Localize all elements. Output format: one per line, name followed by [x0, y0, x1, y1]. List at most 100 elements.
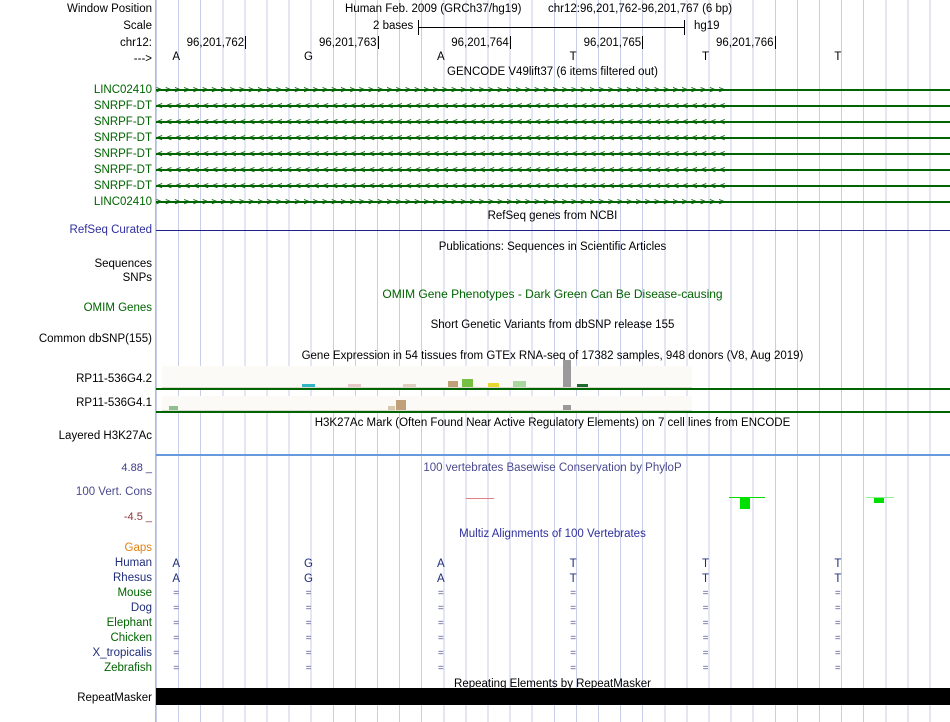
- scale-bar-left-tick: [418, 20, 419, 35]
- omim-track-title: OMIM Gene Phenotypes - Dark Green Can Be…: [382, 287, 723, 301]
- alignment-gap-mark: =: [173, 633, 180, 644]
- track-data-area: [156, 0, 950, 722]
- gene-row-label[interactable]: SNRPF-DT: [93, 100, 152, 112]
- ruler-tick-mark: [642, 36, 644, 49]
- species-label[interactable]: Mouse: [117, 587, 152, 599]
- omim-genes-label[interactable]: OMIM Genes: [83, 302, 152, 314]
- species-label[interactable]: Chicken: [110, 632, 152, 644]
- reverse-arrow-icon: <<<<<<<<<<<<<<<<<<<<<<<<<<<<<<<<<<<<<<<<…: [156, 115, 728, 128]
- alignment-gap-mark: =: [834, 588, 841, 599]
- species-alignment-row: = = = = = =: [156, 602, 950, 616]
- strand-direction-label: --->: [133, 53, 152, 65]
- gene-row-label[interactable]: SNRPF-DT: [93, 116, 152, 128]
- species-label[interactable]: X_tropicalis: [92, 647, 152, 659]
- ruler-tick-label: 96,201,763: [318, 37, 377, 49]
- gene-row[interactable]: <<<<<<<<<<<<<<<<<<<<<<<<<<<<<<<<<<<<<<<<…: [156, 130, 950, 146]
- gtex-track-title: Gene Expression in 54 tissues from GTEx …: [301, 350, 804, 362]
- alignment-base-letter: T: [701, 573, 710, 585]
- gtex-row2-rule: [156, 411, 950, 413]
- gene-row-label[interactable]: SNRPF-DT: [93, 148, 152, 160]
- alignment-gap-mark: =: [570, 618, 577, 629]
- alignment-gap-mark: =: [437, 633, 444, 644]
- alignment-gap-mark: =: [834, 663, 841, 674]
- alignment-base-letter: T: [834, 573, 842, 585]
- h3k27ac-rule: [156, 454, 950, 456]
- ruler-tick-mark: [509, 36, 511, 49]
- ruler-tick-mark: [245, 36, 247, 49]
- assembly-title: Human Feb. 2009 (GRCh37/hg19): [345, 3, 522, 15]
- gene-row[interactable]: <<<<<<<<<<<<<<<<<<<<<<<<<<<<<<<<<<<<<<<<…: [156, 162, 950, 178]
- alignment-gap-mark: =: [305, 633, 312, 644]
- ruler-tick-label: 96,201,766: [715, 37, 774, 49]
- gene-row-label[interactable]: LINC02410: [93, 84, 152, 96]
- gaps-label[interactable]: Gaps: [124, 542, 153, 554]
- gene-row[interactable]: >>>>>>>>>>>>>>>>>>>>>>>>>>>>>>>>>>>>>>>>…: [156, 82, 950, 98]
- ruler-base-letter: G: [304, 51, 313, 63]
- species-label[interactable]: Elephant: [106, 617, 152, 629]
- species-label[interactable]: Human: [114, 557, 152, 569]
- alignment-base-letter: G: [304, 558, 313, 570]
- common-dbsnp-label[interactable]: Common dbSNP(155): [38, 333, 152, 345]
- gtex-expression-bar: [348, 384, 361, 387]
- dbsnp-track-title: Short Genetic Variants from dbSNP releas…: [430, 319, 675, 331]
- gtex-row1-label[interactable]: RP11-536G4.2: [76, 373, 152, 385]
- alignment-gap-mark: =: [834, 648, 841, 659]
- gene-intron-line: [156, 137, 950, 139]
- reverse-arrow-icon: <<<<<<<<<<<<<<<<<<<<<<<<<<<<<<<<<<<<<<<<…: [156, 99, 728, 112]
- species-alignment-row: = = = = = =: [156, 617, 950, 631]
- ruler-tick-label: 96,201,765: [583, 37, 642, 49]
- alignment-gap-mark: =: [702, 603, 709, 614]
- species-alignment-row: = = = = = =: [156, 662, 950, 676]
- gene-row[interactable]: <<<<<<<<<<<<<<<<<<<<<<<<<<<<<<<<<<<<<<<<…: [156, 146, 950, 162]
- snps-label[interactable]: SNPs: [122, 272, 152, 284]
- gene-row[interactable]: <<<<<<<<<<<<<<<<<<<<<<<<<<<<<<<<<<<<<<<<…: [156, 178, 950, 194]
- alignment-gap-mark: =: [437, 663, 444, 674]
- scale-label: Scale: [123, 20, 152, 32]
- refseq-curated-label[interactable]: RefSeq Curated: [69, 224, 152, 236]
- alignment-gap-mark: =: [437, 603, 444, 614]
- gene-row[interactable]: <<<<<<<<<<<<<<<<<<<<<<<<<<<<<<<<<<<<<<<<…: [156, 98, 950, 114]
- position-range: chr12:96,201,762-96,201,767 (6 bp): [548, 3, 733, 15]
- species-alignment-row: = = = = = =: [156, 587, 950, 601]
- gene-row-label[interactable]: LINC02410: [93, 196, 152, 208]
- gene-row-label[interactable]: SNRPF-DT: [93, 132, 152, 144]
- reverse-arrow-icon: <<<<<<<<<<<<<<<<<<<<<<<<<<<<<<<<<<<<<<<<…: [156, 131, 728, 144]
- gene-row[interactable]: >>>>>>>>>>>>>>>>>>>>>>>>>>>>>>>>>>>>>>>>…: [156, 194, 950, 210]
- alignment-gap-mark: =: [570, 648, 577, 659]
- species-alignment-row: = = = = = =: [156, 647, 950, 661]
- gene-row-label[interactable]: SNRPF-DT: [93, 180, 152, 192]
- window-position-label: Window Position: [66, 3, 152, 15]
- alignment-base-letter: A: [436, 573, 445, 585]
- conservation-max-value: 4.88 _: [121, 462, 152, 474]
- gene-intron-line: [156, 185, 950, 187]
- species-label[interactable]: Dog: [130, 602, 152, 614]
- multiz-track-title: Multiz Alignments of 100 Vertebrates: [459, 528, 646, 540]
- species-label[interactable]: Rhesus: [113, 572, 152, 584]
- gtex-row2-label[interactable]: RP11-536G4.1: [76, 397, 152, 409]
- conservation-track-label[interactable]: 100 Vert. Cons: [75, 486, 152, 498]
- reverse-arrow-icon: <<<<<<<<<<<<<<<<<<<<<<<<<<<<<<<<<<<<<<<<…: [156, 147, 728, 160]
- alignment-base-letter: T: [569, 573, 577, 585]
- gtex-expression-bar: [563, 360, 571, 387]
- vertical-gridlines: [156, 0, 950, 722]
- alignment-gap-mark: =: [173, 663, 180, 674]
- alignment-gap-mark: =: [702, 633, 709, 644]
- h3k27ac-track-title: H3K27Ac Mark (Often Found Near Active Re…: [314, 417, 791, 429]
- ruler-base-letter: T: [569, 51, 577, 63]
- layered-h3k27ac-label[interactable]: Layered H3K27Ac: [58, 430, 152, 442]
- sequences-label[interactable]: Sequences: [94, 258, 152, 270]
- gene-row-label[interactable]: SNRPF-DT: [93, 164, 152, 176]
- alignment-gap-mark: =: [173, 648, 180, 659]
- gene-intron-line: [156, 121, 950, 123]
- repeatmasker-label[interactable]: RepeatMasker: [77, 692, 152, 704]
- publications-track-title: Publications: Sequences in Scientific Ar…: [438, 241, 667, 253]
- scale-bar: [418, 27, 685, 28]
- repeatmasker-block: [156, 688, 950, 705]
- gtex-row1-rule: [156, 388, 950, 390]
- conservation-bar: [740, 498, 750, 509]
- species-label[interactable]: Zebrafish: [104, 662, 152, 674]
- gene-row[interactable]: <<<<<<<<<<<<<<<<<<<<<<<<<<<<<<<<<<<<<<<<…: [156, 114, 950, 130]
- ruler-tick-mark: [377, 36, 379, 49]
